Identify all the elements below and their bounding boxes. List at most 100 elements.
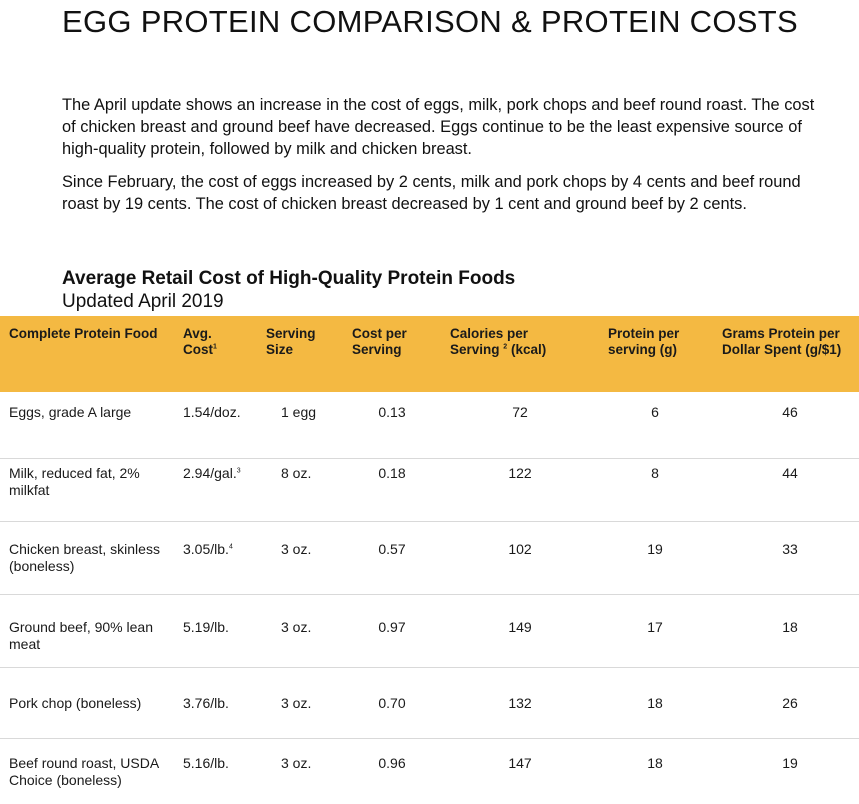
cell-cost-per-serving-text: 0.70 — [378, 695, 406, 711]
update-paragraph: Since February, the cost of eggs increas… — [62, 173, 801, 213]
cell-avg-cost: 3.05/lb.4 — [183, 541, 263, 558]
cell-grams-per-dollar: 18 — [770, 619, 810, 636]
cell-food: Eggs, grade A large — [9, 404, 169, 421]
cell-protein: 18 — [635, 755, 675, 772]
cell-food: Beef round roast, USDA Choice (boneless) — [9, 755, 169, 789]
cell-avg-cost: 1.54/doz. — [183, 404, 263, 421]
cell-cost-per-serving: 0.97 — [372, 619, 412, 636]
cell-serving-size-text: 1 egg — [281, 404, 317, 420]
cell-calories: 149 — [500, 619, 540, 636]
cell-protein-text: 6 — [651, 404, 659, 420]
cell-grams-per-dollar-text: 19 — [782, 755, 798, 771]
table-row: Ground beef, 90% lean meat 5.19/lb. 3 oz. 0… — [0, 603, 859, 668]
cell-protein: 17 — [635, 619, 675, 636]
cell-serving-size-text: 8 oz. — [281, 465, 312, 481]
header-calories-label: Calories per Serving — [450, 326, 529, 357]
cell-calories-text: 72 — [512, 404, 528, 420]
cell-protein: 18 — [635, 695, 675, 712]
cell-avg-cost-text: 5.16/lb. — [183, 755, 229, 771]
intro-paragraph: The April update shows an increase in th… — [62, 96, 815, 158]
cell-cost-per-serving: 0.70 — [372, 695, 412, 712]
cell-grams-per-dollar-text: 33 — [782, 541, 798, 557]
cell-food-text: Milk, reduced fat, 2% milkfat — [9, 465, 140, 498]
table-row: Pork chop (boneless) 3.76/lb. 3 oz. 0.70 132… — [0, 674, 859, 739]
cell-cost-per-serving: 0.96 — [372, 755, 412, 772]
header-serving: Serving Size — [266, 326, 316, 357]
cell-grams-per-dollar: 33 — [770, 541, 810, 558]
table-row: Beef round roast, USDA Choice (boneless)… — [0, 740, 859, 804]
cell-food-text: Eggs, grade A large — [9, 404, 132, 420]
table-title: Average Retail Cost of High-Quality Prot… — [62, 268, 516, 289]
cell-food: Ground beef, 90% lean meat — [9, 619, 169, 653]
cell-avg-cost-text: 2.94/gal. — [183, 465, 237, 481]
cell-calories: 102 — [500, 541, 540, 558]
cell-protein-text: 19 — [647, 541, 663, 557]
header-calories: Calories per Serving 2 (kcal) — [450, 326, 570, 358]
cell-grams-per-dollar: 46 — [770, 404, 810, 421]
cell-grams-per-dollar-text: 44 — [782, 465, 798, 481]
cell-serving-size: 3 oz. — [281, 619, 321, 636]
cell-protein-text: 17 — [647, 619, 663, 635]
cell-cost-per-serving: 0.13 — [372, 404, 412, 421]
page-title: EGG PROTEIN COMPARISON & PROTEIN COSTS — [62, 4, 798, 39]
cell-serving-size: 3 oz. — [281, 541, 321, 558]
cell-avg-cost: 5.16/lb. — [183, 755, 263, 772]
table-row: Chicken breast, skinless (boneless) 3.05/… — [0, 530, 859, 595]
cell-cost-per-serving-text: 0.57 — [378, 541, 406, 557]
cell-grams-per-dollar-text: 26 — [782, 695, 798, 711]
cell-serving-size: 3 oz. — [281, 695, 321, 712]
table-row: Milk, reduced fat, 2% milkfat 2.94/gal.3 8… — [0, 457, 859, 522]
cell-avg-cost: 2.94/gal.3 — [183, 465, 263, 482]
cost-footnote: 4 — [228, 543, 233, 551]
cell-avg-cost: 5.19/lb. — [183, 619, 263, 636]
cell-calories: 72 — [500, 404, 540, 421]
cell-calories-text: 149 — [508, 619, 532, 635]
table-subtitle: Updated April 2019 — [62, 291, 224, 312]
cell-cost-per-serving-text: 0.97 — [378, 619, 406, 635]
cell-protein-text: 18 — [647, 755, 663, 771]
cell-grams-per-dollar-text: 18 — [782, 619, 798, 635]
cell-calories: 122 — [500, 465, 540, 482]
cell-protein-text: 18 — [647, 695, 663, 711]
cell-grams-per-dollar: 44 — [770, 465, 810, 482]
cell-cost-per-serving-text: 0.13 — [378, 404, 406, 420]
table-header: Complete Protein Food Avg. Cost1 Serving… — [0, 316, 859, 392]
cell-food: Chicken breast, skinless (boneless) — [9, 541, 169, 575]
header-cost-per: Cost per Serving — [352, 326, 407, 357]
cell-serving-size: 1 egg — [281, 404, 321, 421]
cell-serving-size-text: 3 oz. — [281, 619, 312, 635]
cell-food-text: Ground beef, 90% lean meat — [9, 619, 153, 652]
cell-calories: 147 — [500, 755, 540, 772]
cell-grams-per-dollar-text: 46 — [782, 404, 798, 420]
cell-food-text: Pork chop (boneless) — [9, 695, 142, 711]
cell-calories-text: 132 — [508, 695, 532, 711]
header-calories-footnote: 2 — [503, 343, 508, 351]
header-cost: Avg. Cost1 — [183, 326, 243, 358]
cell-food: Milk, reduced fat, 2% milkfat — [9, 465, 169, 499]
cell-avg-cost-text: 3.05/lb. — [183, 541, 229, 557]
cell-protein: 8 — [635, 465, 675, 482]
cell-serving-size: 8 oz. — [281, 465, 321, 482]
cell-protein-text: 8 — [651, 465, 659, 481]
cell-cost-per-serving-text: 0.18 — [378, 465, 406, 481]
cell-avg-cost: 3.76/lb. — [183, 695, 263, 712]
cell-calories-text: 122 — [508, 465, 532, 481]
header-calories-unit: (kcal) — [510, 342, 547, 357]
cell-cost-per-serving: 0.57 — [372, 541, 412, 558]
cell-protein: 6 — [635, 404, 675, 421]
cell-grams-per-dollar: 19 — [770, 755, 810, 772]
cell-avg-cost-text: 5.19/lb. — [183, 619, 229, 635]
cost-footnote: 3 — [236, 467, 241, 475]
cell-calories-text: 102 — [508, 541, 532, 557]
cell-calories: 132 — [500, 695, 540, 712]
cell-serving-size-text: 3 oz. — [281, 755, 312, 771]
cell-serving-size-text: 3 oz. — [281, 541, 312, 557]
header-cost-label: Avg. Cost — [183, 326, 213, 357]
cell-food: Pork chop (boneless) — [9, 695, 169, 712]
cell-cost-per-serving: 0.18 — [372, 465, 412, 482]
header-protein: Protein per serving (g) — [608, 326, 680, 357]
table-row: Eggs, grade A large 1.54/doz. 1 egg 0.13 72 6… — [0, 394, 859, 459]
cell-avg-cost-text: 1.54/doz. — [183, 404, 241, 420]
cell-food-text: Beef round roast, USDA Choice (boneless) — [9, 755, 159, 788]
cell-calories-text: 147 — [508, 755, 532, 771]
